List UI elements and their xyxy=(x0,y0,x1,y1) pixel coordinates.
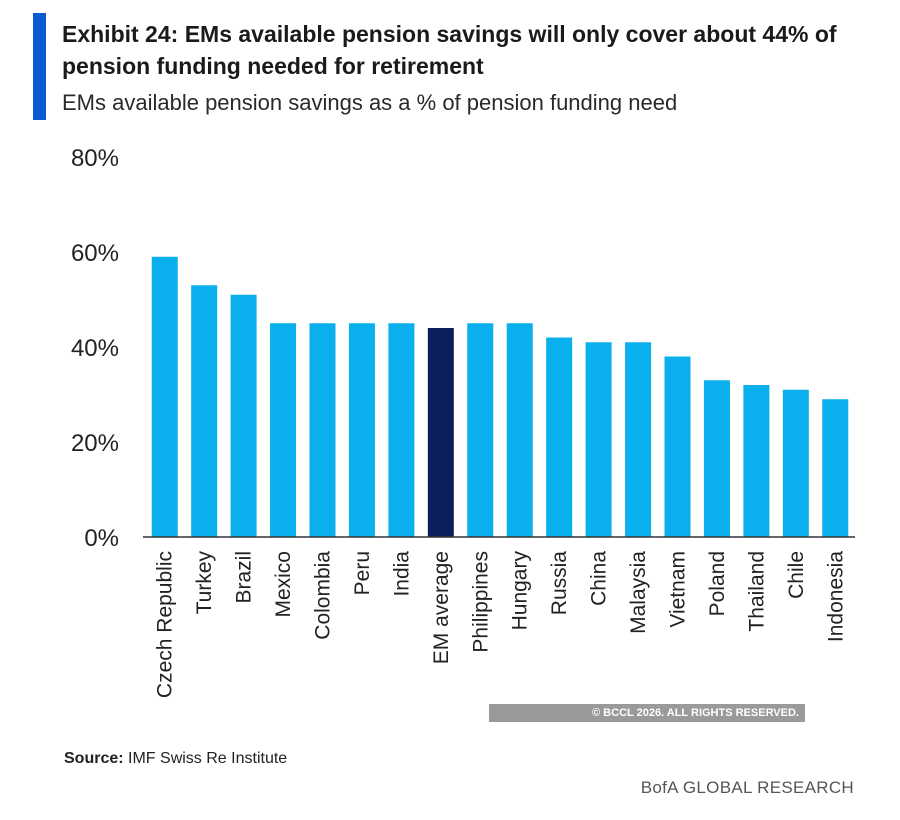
y-tick-label: 60% xyxy=(71,240,119,267)
bar-india xyxy=(388,323,415,537)
x-tick-label: Thailand xyxy=(745,551,768,632)
bar-em-average xyxy=(427,328,454,537)
x-tick-label: Malaysia xyxy=(627,551,650,634)
x-tick-label: Mexico xyxy=(272,551,295,618)
bar-czech-republic xyxy=(151,256,178,537)
x-tick-label: Chile xyxy=(785,551,808,599)
accent-bar xyxy=(33,13,46,120)
bar-peru xyxy=(348,323,375,537)
x-tick-label: India xyxy=(390,551,413,597)
x-tick-label: China xyxy=(588,551,611,606)
y-tick-label: 80% xyxy=(71,145,119,172)
x-tick-label: Poland xyxy=(706,551,729,616)
x-tick-label: Russia xyxy=(548,551,571,616)
x-tick-label: Philippines xyxy=(469,551,492,653)
bar-china xyxy=(585,342,612,537)
chart-title: Exhibit 24: EMs available pension saving… xyxy=(62,21,837,79)
source-text: IMF Swiss Re Institute xyxy=(128,750,288,767)
bar-colombia xyxy=(309,323,336,537)
bar-mexico xyxy=(270,323,297,537)
x-tick-label: Colombia xyxy=(312,551,335,640)
bar-philippines xyxy=(467,323,494,537)
bar-thailand xyxy=(743,385,770,537)
x-tick-label: Indonesia xyxy=(824,551,847,642)
brand-footer: BofA GLOBAL RESEARCH xyxy=(640,778,854,797)
x-tick-label: EM average xyxy=(430,551,453,664)
bar-turkey xyxy=(191,285,218,537)
bar-poland xyxy=(703,380,730,537)
x-tick-label: Czech Republic xyxy=(154,551,177,698)
bar-malaysia xyxy=(625,342,652,537)
bar-vietnam xyxy=(664,356,691,537)
bar-indonesia xyxy=(822,399,849,537)
x-tick-label: Brazil xyxy=(233,551,256,604)
x-tick-label: Peru xyxy=(351,551,374,595)
x-tick-label: Hungary xyxy=(509,551,532,631)
y-tick-label: 0% xyxy=(84,525,119,552)
source-label: Source: xyxy=(64,750,124,767)
x-tick-label: Vietnam xyxy=(667,551,690,628)
bar-brazil xyxy=(230,294,257,537)
bar-hungary xyxy=(506,323,533,537)
y-tick-label: 40% xyxy=(71,335,119,362)
bar-chile xyxy=(782,389,809,537)
x-tick-label: Turkey xyxy=(193,551,216,615)
bar-russia xyxy=(546,337,573,537)
copyright-watermark: © BCCL 2026. ALL RIGHTS RESERVED. xyxy=(489,704,805,722)
y-tick-label: 20% xyxy=(71,430,119,457)
chart-subtitle: EMs available pension savings as a % of … xyxy=(62,90,678,115)
source-note: Source: IMF Swiss Re Institute xyxy=(64,750,287,768)
